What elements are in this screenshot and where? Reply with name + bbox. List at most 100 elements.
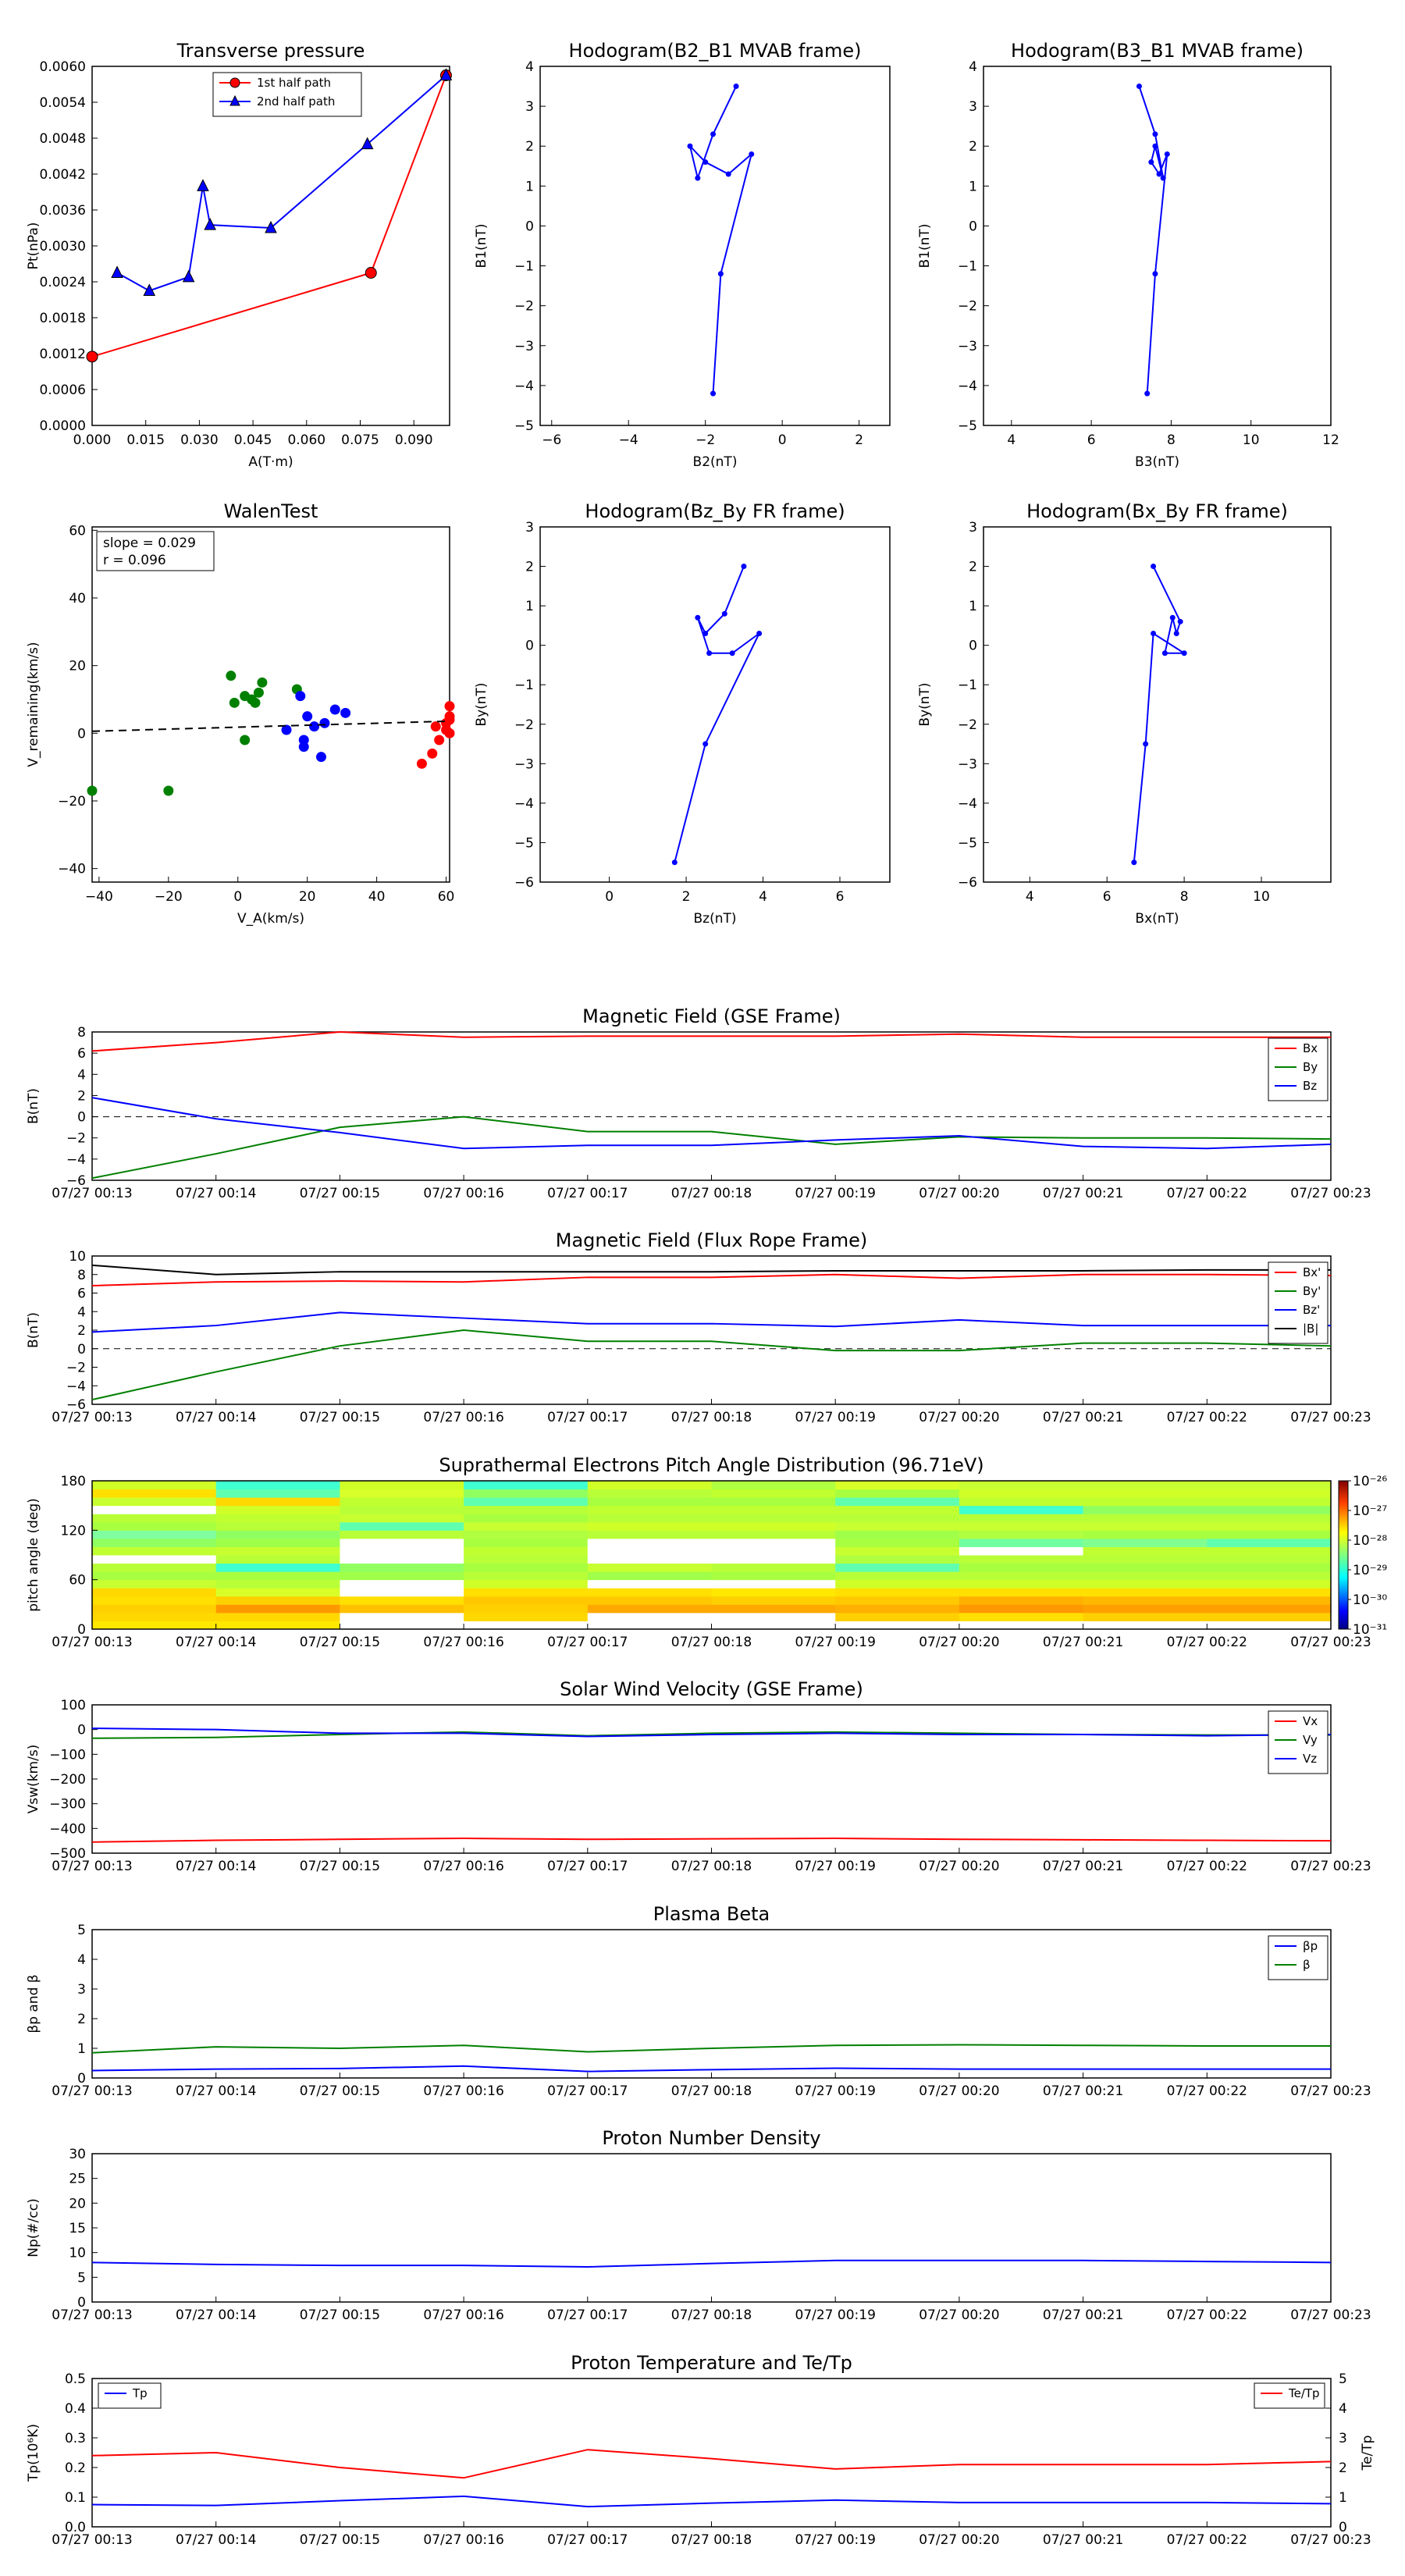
heatmap-cell (1207, 1505, 1332, 1514)
heatmap-cell (215, 1604, 340, 1614)
y-axis-label: B(nT) (26, 1088, 41, 1124)
x-tick-label: 07/27 00:13 (52, 1859, 132, 1874)
heatmap-cell (215, 1579, 340, 1589)
heatmap-cell (711, 1588, 836, 1597)
y-tick-label: 1 (525, 179, 534, 194)
y-tick-label: 0 (77, 1622, 86, 1638)
y-tick-label: 120 (61, 1523, 86, 1539)
y-tick-label: 2 (77, 1323, 86, 1339)
y-right-tick-label: 3 (1339, 2431, 1347, 2446)
x-tick-label: 07/27 00:23 (1290, 2083, 1371, 2099)
y-axis-label: pitch angle (deg) (26, 1498, 41, 1612)
plot-frame (539, 66, 891, 426)
y-tick-label: 0.3 (65, 2431, 86, 2446)
legend-label: Vy (1303, 1733, 1318, 1747)
y-tick-label: 20 (69, 2196, 86, 2211)
data-point (1131, 859, 1137, 866)
x-tick-label: 12 (1322, 432, 1339, 448)
x-tick-label: 07/27 00:13 (52, 1410, 132, 1425)
heatmap-cell (587, 1588, 712, 1597)
x-tick-label: 07/27 00:16 (423, 2083, 503, 2099)
heatmap-cell (92, 1481, 217, 1490)
legend-box (1254, 2382, 1325, 2409)
y-tick-label: 0 (77, 1723, 86, 1738)
x-tick-label: 07/27 00:22 (1167, 1410, 1247, 1425)
series-line (91, 1273, 1332, 1286)
heatmap-cell (711, 1538, 836, 1547)
y-tick-label: 0.4 (65, 2401, 86, 2417)
x-tick-label: 07/27 00:21 (1043, 2307, 1123, 2323)
y-tick-label: 0.0018 (40, 311, 86, 326)
heatmap-cell (835, 1521, 960, 1531)
y-tick-label: −2 (514, 299, 534, 315)
x-tick-label: 07/27 00:23 (1290, 1859, 1371, 1874)
x-tick-label: 0 (605, 889, 614, 905)
heatmap-cell (959, 1489, 1084, 1498)
x-tick-label: 20 (299, 889, 316, 905)
scatter-point (427, 748, 438, 759)
heatmap-cell (92, 1612, 217, 1621)
x-tick-label: −6 (542, 432, 561, 448)
y-tick-label: 5 (77, 1923, 86, 1938)
data-point (1152, 143, 1158, 149)
y-tick-label: 0.2 (65, 2460, 86, 2476)
legend-label: Vx (1303, 1714, 1318, 1728)
scatter-point (444, 701, 455, 712)
series-line (116, 74, 447, 292)
heatmap-cell (959, 1555, 1084, 1564)
heatmap-cell (215, 1596, 340, 1605)
heatmap-cell (340, 1514, 464, 1523)
chart-plasma-beta: Plasma Beta 0 1 2 3 4 5 07/27 00:13 07/27 00:14 0… (26, 1903, 1371, 2099)
x-tick-label: 07/27 00:14 (176, 1859, 256, 1874)
data-point (702, 159, 709, 165)
x-tick-label: 6 (1087, 432, 1096, 448)
x-tick-label: 07/27 00:22 (1167, 2307, 1247, 2323)
series-line (91, 2259, 1332, 2268)
annotation-box (96, 531, 215, 571)
heatmap-cell (464, 1481, 589, 1490)
legend-label: Bz (1303, 1079, 1317, 1093)
heatmap-cell (1207, 1604, 1332, 1614)
y-tick-label: 3 (525, 99, 534, 115)
heatmap-cell (340, 1538, 464, 1547)
chart-title: Magnetic Field (Flux Rope Frame) (556, 1229, 867, 1251)
x-tick-label: 0 (233, 889, 242, 905)
x-tick-label: 07/27 00:23 (1290, 1410, 1371, 1425)
legend-box (1268, 1935, 1329, 1980)
heatmap-cell (92, 1514, 217, 1523)
heatmap-cell (1083, 1497, 1208, 1507)
heatmap-cell (340, 1481, 464, 1490)
scatter-point (87, 785, 98, 796)
annotation-text: r = 0.096 (103, 553, 166, 568)
y-axis-label: Np(#/cc) (26, 2198, 41, 2257)
y-tick-label: −100 (49, 1747, 86, 1763)
data-point (756, 631, 763, 636)
y-tick-label: 3 (969, 520, 977, 535)
data-point (695, 614, 701, 621)
heatmap-cell (464, 1579, 589, 1589)
chart-proton-density: Proton Number Density 0 5 10 15 20 25 30 07/27 0… (26, 2127, 1371, 2323)
x-tick-label: 2 (855, 432, 863, 448)
legend-label: Tp (132, 2386, 148, 2400)
series-line (688, 86, 753, 394)
y-tick-label: 0.5 (65, 2371, 86, 2387)
chart-pad: Suprathermal Electrons Pitch Angle Distr… (26, 1454, 1387, 1650)
y-tick-label: −4 (514, 796, 534, 812)
scatter-point (444, 728, 455, 738)
y-tick-label: 25 (69, 2172, 86, 2187)
heatmap-cell (711, 1530, 836, 1539)
data-point (710, 131, 717, 137)
x-tick-label: 0.090 (395, 432, 433, 448)
data-point (721, 610, 727, 617)
data-point (741, 564, 747, 570)
heatmap-cell (959, 1497, 1084, 1507)
x-tick-label: −40 (85, 889, 113, 905)
y-right-tick-label: 0 (1339, 2520, 1347, 2535)
heatmap-cell (464, 1621, 589, 1630)
x-tick-label: 07/27 00:16 (423, 2307, 503, 2323)
y-tick-label: −4 (958, 796, 977, 812)
heatmap-cell (215, 1538, 340, 1547)
x-tick-label: 07/27 00:17 (547, 1410, 628, 1425)
x-tick-label: 07/27 00:20 (919, 1410, 999, 1425)
